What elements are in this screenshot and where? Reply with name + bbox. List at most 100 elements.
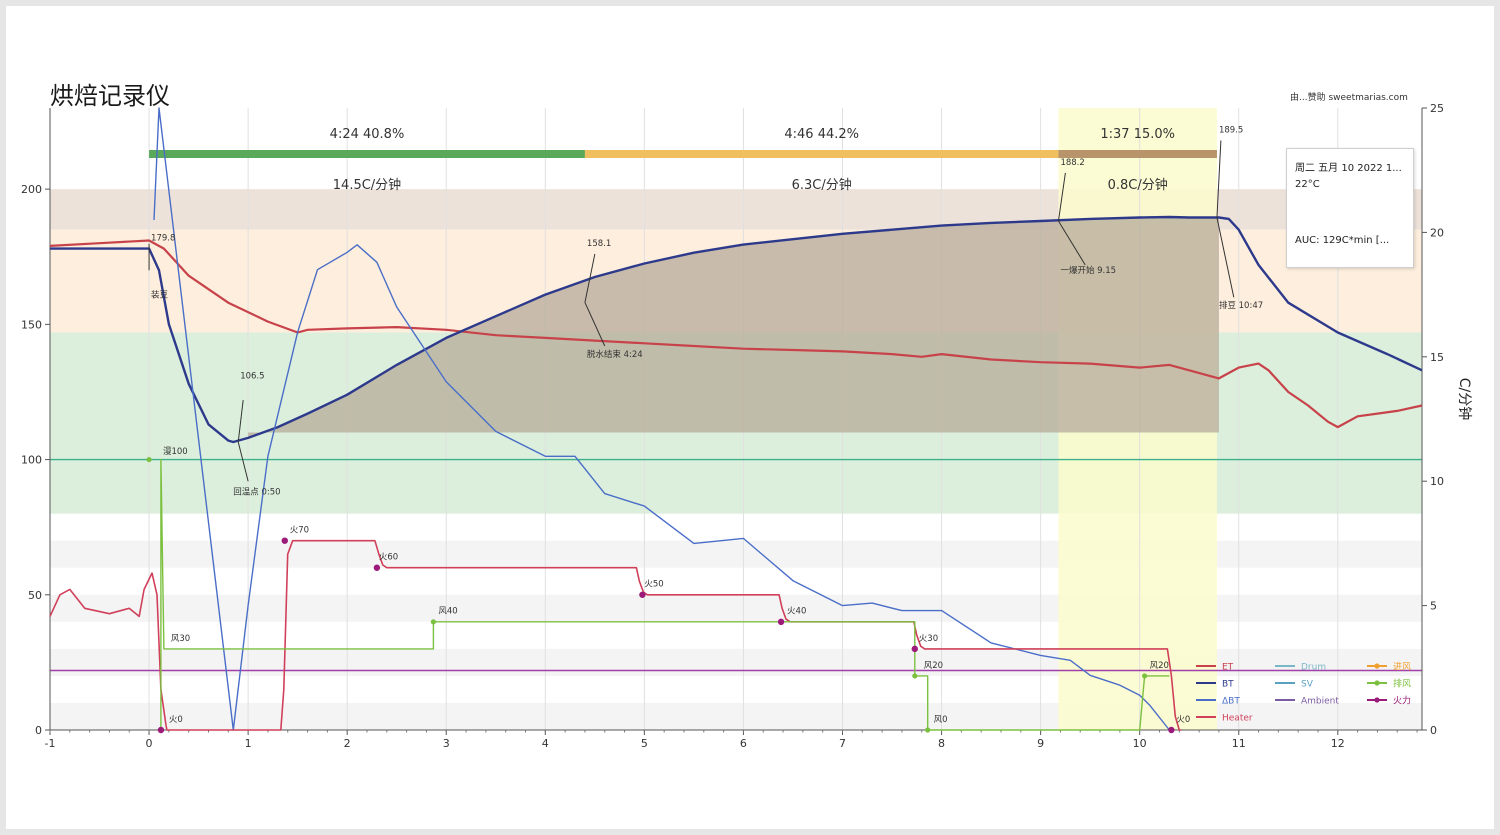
annotation-label: 179.8 (151, 234, 175, 244)
annotation-label: 排豆 10:47 (1219, 300, 1263, 311)
y2-tick-label: 0 (1430, 724, 1437, 737)
x-tick-label: -1 (45, 737, 56, 750)
roast-area-fill (248, 216, 1219, 438)
legend-label: 进风 (1393, 662, 1411, 673)
heater-marker (1168, 726, 1175, 734)
x-tick-label: 0 (146, 737, 153, 750)
y-tick-label: 200 (21, 183, 42, 196)
heater-marker (639, 591, 646, 598)
x-tick-label: 6 (740, 737, 747, 750)
annotation-label: 189.5 (1219, 125, 1243, 135)
x-tick-label: 12 (1331, 737, 1345, 750)
phase-bar-2 (584, 150, 1059, 158)
x-tick-label: 4 (542, 737, 549, 750)
heater-marker (281, 537, 288, 544)
x-tick-label: 8 (938, 737, 945, 750)
annotation-leader (1057, 172, 1066, 222)
info-auc: AUC: 129C*min [... (1295, 235, 1390, 246)
x-tick-label: 1 (245, 737, 252, 750)
annotation-label: 回温点 0:50 (233, 487, 280, 498)
phase-ror-2: 6.3C/分钟 (792, 177, 852, 193)
y2-tick-label: 10 (1430, 475, 1444, 488)
annotation-label: 风20 (924, 661, 943, 671)
legend-label: 火力 (1393, 695, 1411, 707)
heater-marker (911, 645, 919, 653)
x-tick-label: 3 (443, 737, 450, 750)
airflow-marker (925, 727, 931, 733)
info-date: 周二 五月 10 2022 1... (1295, 163, 1402, 174)
annotation-label: 漫100 (163, 446, 188, 457)
annotation-label: 一爆开始 9.15 (1060, 265, 1116, 276)
x-tick-label: 9 (1037, 737, 1044, 750)
chart-title: 烘焙记录仪 (50, 82, 170, 110)
annotation-label: 火60 (379, 553, 398, 563)
annotation-label: 风20 (1150, 661, 1169, 671)
y2-tick-label: 25 (1430, 102, 1444, 115)
airflow-marker (146, 456, 152, 463)
phase-bar-1 (149, 150, 585, 158)
annotation-leader (1058, 220, 1086, 266)
phase-label-2: 4:46 44.2% (784, 127, 859, 142)
y2-tick-label: 15 (1430, 351, 1444, 364)
annotation-label: 火0 (169, 715, 183, 725)
legend-label: BT (1222, 680, 1234, 690)
annotation-label: 火30 (919, 634, 938, 644)
annotation-leader (1216, 140, 1222, 218)
y2-tick-label: 20 (1430, 226, 1444, 239)
x-tick-label: 7 (839, 737, 846, 750)
info-ambient: 22°C (1295, 179, 1320, 190)
series-line-et (49, 239, 1423, 429)
x-tick-label: 5 (641, 737, 648, 750)
annotation-label: 火0 (1176, 715, 1190, 725)
annotation-label: 装豆 (151, 289, 168, 300)
legend-label: Drum (1301, 663, 1326, 673)
phase-label-3: 1:37 15.0% (1100, 127, 1175, 142)
series-line-δbt (153, 107, 1170, 731)
annotation-label: 火50 (644, 580, 663, 590)
x-tick-label: 10 (1133, 737, 1147, 750)
x-tick-label: 11 (1232, 737, 1246, 750)
legend-marker (1374, 663, 1380, 669)
airflow-marker (912, 673, 918, 679)
annotation-leader (237, 400, 244, 443)
phase-ror-1: 14.5C/分钟 (333, 177, 401, 193)
phase-ror-3: 0.8C/分钟 (1108, 177, 1168, 193)
y2-tick-label: 5 (1430, 600, 1437, 613)
annotation-label: 火40 (787, 607, 806, 617)
annotation-label: 158.1 (587, 239, 611, 249)
annotation-leader (584, 302, 606, 347)
annotation-label: 风0 (934, 715, 948, 725)
heater-marker (777, 618, 785, 626)
series-line-airflow (160, 458, 1170, 731)
y-tick-label: 50 (28, 589, 42, 602)
heater-marker (373, 564, 381, 571)
legend-label: 排风 (1393, 678, 1411, 690)
legend-marker (1374, 680, 1380, 686)
y-tick-label: 150 (21, 318, 42, 331)
legend-marker (1374, 697, 1380, 703)
annotation-label: 188.2 (1060, 158, 1084, 168)
heater-marker (157, 726, 165, 734)
series-line-heater (49, 539, 1182, 731)
airflow-marker (430, 619, 436, 625)
series-line-bt (50, 215, 1423, 444)
annotation-leader (237, 441, 249, 482)
legend-label: Heater (1222, 714, 1253, 724)
y-tick-label: 0 (35, 724, 42, 737)
annotation-leader (1216, 217, 1235, 298)
y-tick-label: 100 (21, 454, 42, 467)
annotation-label: 风30 (171, 634, 190, 644)
info-box: 周二 五月 10 2022 1... 22°C AUC: 129C*min [.… (1286, 148, 1414, 268)
legend-label: ΔBT (1222, 697, 1240, 707)
annotation-label: 106.5 (240, 371, 264, 381)
annotation-label: 风40 (438, 607, 457, 617)
legend-label: Ambient (1301, 697, 1339, 707)
annotation-label: 火70 (290, 526, 309, 536)
legend-label: ET (1222, 663, 1234, 673)
legend-label: SV (1301, 680, 1314, 690)
phase-bar-3 (1058, 150, 1217, 158)
phase-label-1: 4:24 40.8% (330, 127, 405, 142)
annotation-label: 脱水结束 4:24 (587, 349, 643, 360)
airflow-marker (1142, 673, 1148, 679)
credit-text: 由...赞助 sweetmarias.com (1290, 93, 1408, 103)
